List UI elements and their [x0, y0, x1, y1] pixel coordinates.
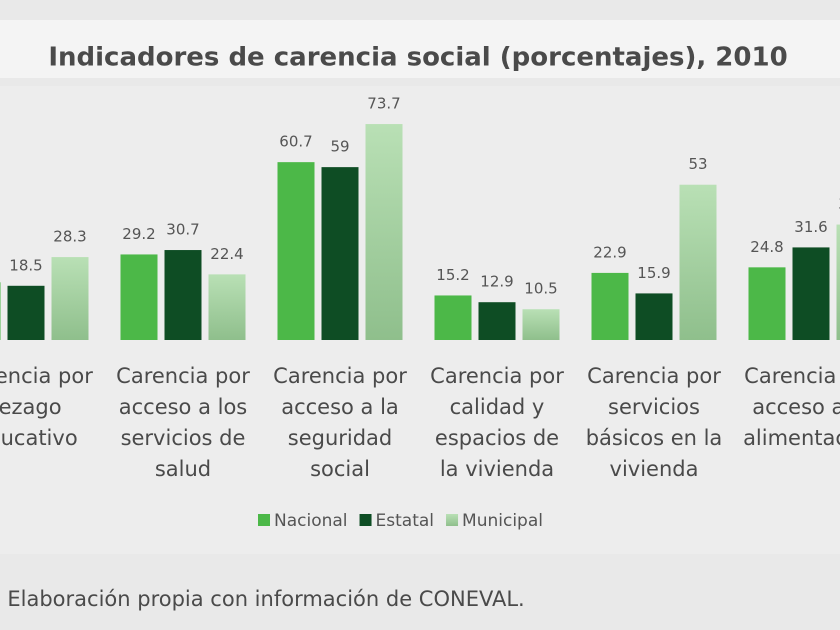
x-tick-label: Carencia por — [430, 364, 564, 388]
value-label: 39.4 — [838, 195, 840, 213]
bar — [277, 162, 315, 340]
bar — [792, 247, 830, 340]
x-tick-label: educativo — [0, 426, 78, 450]
x-tick-label: básicos en la — [586, 426, 723, 450]
bar — [591, 272, 629, 340]
bar — [7, 285, 45, 340]
legend-label: Municipal — [462, 511, 543, 531]
x-tick-label: salud — [155, 457, 211, 481]
x-tick-label: Carencia por — [116, 364, 250, 388]
legend-label: Estatal — [376, 511, 435, 531]
x-tick-label: servicios — [608, 395, 700, 419]
legend-swatch — [446, 514, 459, 526]
value-label: 59 — [330, 138, 349, 156]
bar — [120, 254, 158, 340]
bar — [51, 257, 89, 340]
x-tick-label: social — [310, 457, 370, 481]
x-tick-label: acceso a la — [752, 395, 840, 419]
value-label: 15.9 — [637, 264, 670, 282]
bar — [679, 184, 717, 340]
value-label: 24.8 — [750, 238, 783, 256]
x-tick-label: la vivienda — [440, 457, 554, 481]
x-tick-label: Carencia por — [587, 364, 721, 388]
x-tick-label: Carencia por — [273, 364, 407, 388]
x-tick-label: servicios de — [121, 426, 246, 450]
value-label: 30.7 — [166, 221, 199, 239]
x-tick-label: Carencia por — [744, 364, 840, 388]
bar — [365, 124, 403, 341]
value-label: 60.7 — [279, 133, 312, 151]
x-tick-label: calidad y — [450, 395, 545, 419]
bar — [0, 282, 1, 340]
value-label: 53 — [688, 155, 707, 173]
x-tick-label: Carencia por — [0, 364, 93, 388]
chart-title: Indicadores de carencia social (porcenta… — [48, 43, 787, 73]
x-tick-label: vivienda — [610, 457, 699, 481]
x-tick-label: alimentación — [743, 426, 840, 450]
value-label: 31.6 — [794, 218, 827, 236]
bar — [321, 167, 359, 340]
title-band — [0, 20, 840, 78]
value-label: 28.3 — [53, 228, 86, 246]
legend-label: Nacional — [274, 511, 348, 531]
legend-swatch — [359, 514, 372, 526]
bar — [836, 224, 840, 340]
value-label: 18.5 — [9, 256, 42, 274]
bar — [478, 302, 516, 340]
value-label: 22.4 — [210, 245, 243, 263]
legend-swatch — [258, 514, 270, 526]
bar — [748, 267, 786, 340]
bar — [208, 274, 246, 340]
x-tick-label: seguridad — [288, 426, 393, 450]
bar — [522, 309, 560, 340]
source-note: Fuente: Elaboración propia con informaci… — [0, 587, 525, 611]
value-label: 22.9 — [593, 243, 626, 261]
value-label: 12.9 — [480, 273, 513, 291]
value-label: 29.2 — [122, 225, 155, 243]
bar — [164, 250, 202, 340]
x-tick-label: espacios de — [435, 426, 559, 450]
value-label: 10.5 — [524, 280, 557, 298]
value-label: 15.2 — [436, 266, 469, 284]
x-tick-label: acceso a los — [119, 395, 248, 419]
value-label: 73.7 — [367, 95, 400, 113]
x-tick-label: acceso a la — [281, 395, 399, 419]
bar — [635, 293, 673, 340]
bar — [434, 295, 472, 340]
